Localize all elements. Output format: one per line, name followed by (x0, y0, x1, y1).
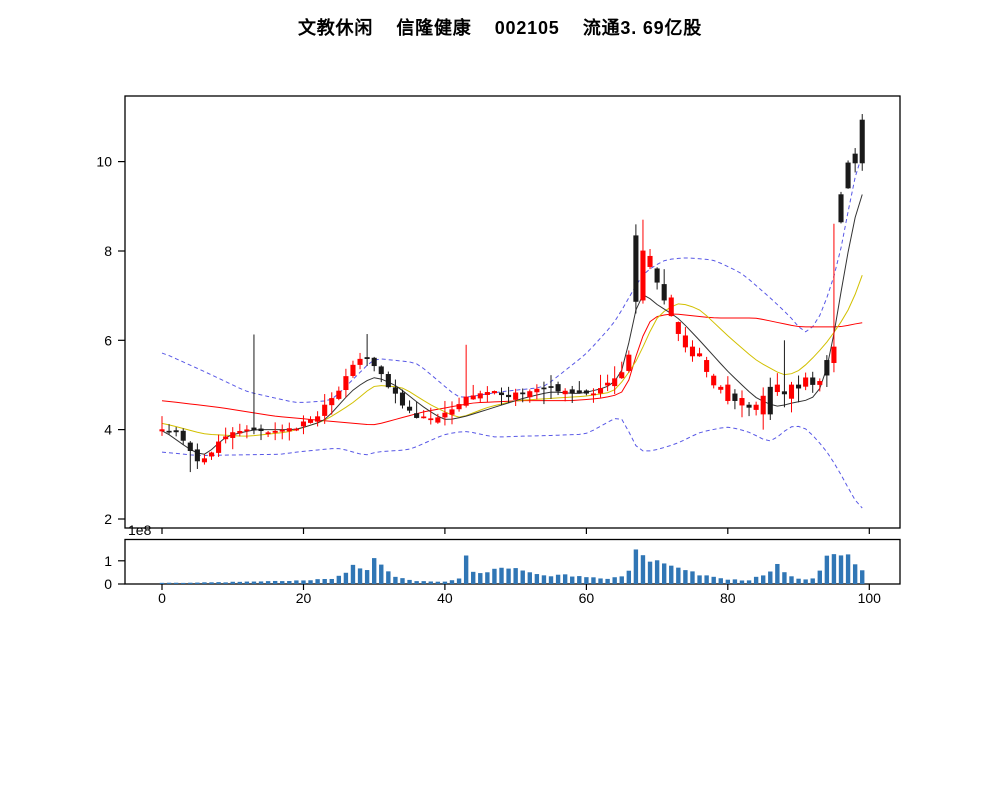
svg-text:60: 60 (579, 590, 595, 606)
svg-text:10: 10 (96, 154, 112, 170)
svg-text:40: 40 (437, 590, 453, 606)
svg-text:1e8: 1e8 (128, 522, 152, 538)
svg-text:100: 100 (858, 590, 882, 606)
svg-text:80: 80 (720, 590, 736, 606)
svg-text:4: 4 (104, 422, 112, 438)
svg-text:6: 6 (104, 332, 112, 348)
svg-text:2: 2 (104, 511, 112, 527)
svg-text:1: 1 (104, 553, 112, 569)
svg-text:0: 0 (104, 576, 112, 592)
svg-text:20: 20 (296, 590, 312, 606)
svg-text:0: 0 (158, 590, 166, 606)
svg-text:8: 8 (104, 243, 112, 259)
